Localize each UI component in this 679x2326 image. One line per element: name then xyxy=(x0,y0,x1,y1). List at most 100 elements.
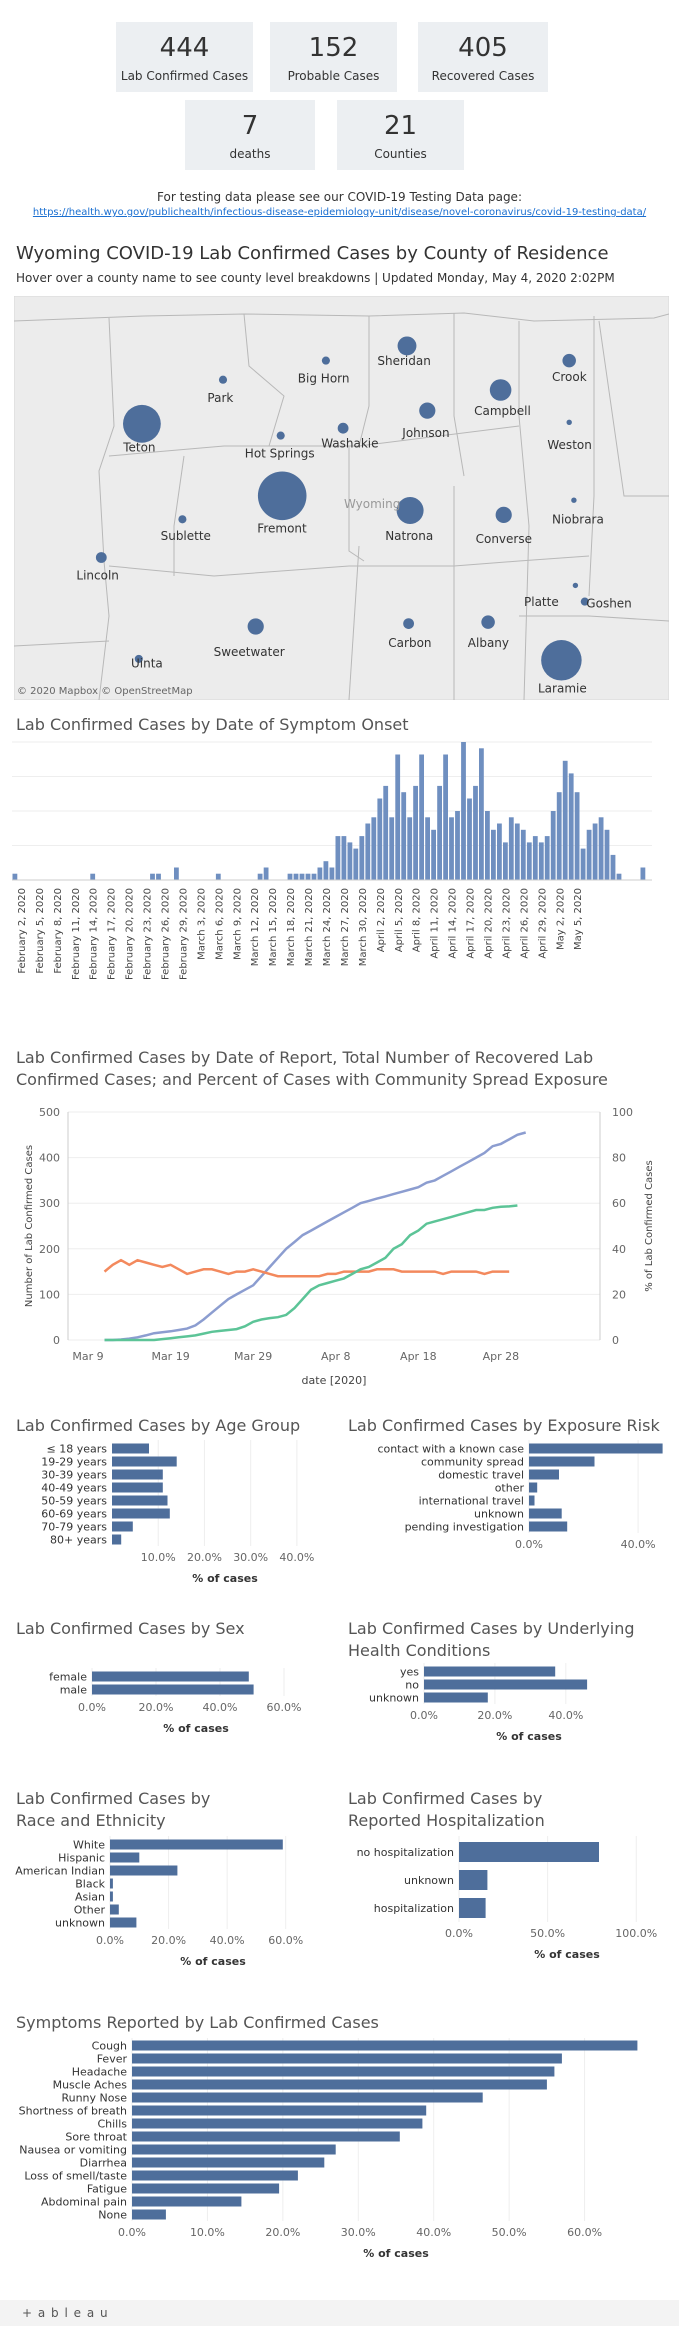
bar[interactable] xyxy=(132,2157,325,2168)
county-label-lincoln[interactable]: Lincoln xyxy=(76,569,119,583)
onset-bar[interactable] xyxy=(90,873,96,880)
race-chart[interactable]: 0.0% 20.0% 40.0% 60.0% WhiteHispanicAmerican… xyxy=(0,1835,340,2005)
county-marker-goshen[interactable] xyxy=(580,597,589,606)
onset-bar[interactable] xyxy=(341,836,347,880)
onset-bar[interactable] xyxy=(455,811,460,880)
bar[interactable] xyxy=(132,2196,242,2207)
county-marker-albany[interactable] xyxy=(481,615,495,629)
report-chart[interactable]: 0 0 100 20 200 40 300 60 400 80 500 100 Mar 9 Mar 19 M… xyxy=(0,1098,679,1398)
county-label-converse[interactable]: Converse xyxy=(476,532,532,546)
onset-bar[interactable] xyxy=(257,873,263,880)
bar[interactable] xyxy=(424,1679,588,1690)
bar[interactable] xyxy=(529,1443,663,1454)
onset-bar[interactable] xyxy=(491,829,496,880)
county-label-niobrara[interactable]: Niobrara xyxy=(552,513,604,527)
wyoming-map[interactable]: Park Big Horn Sheridan Crook Teton Hot Spring… xyxy=(14,296,669,700)
onset-bar[interactable] xyxy=(263,867,269,881)
bar[interactable] xyxy=(529,1469,559,1480)
county-label-albany[interactable]: Albany xyxy=(468,636,509,650)
county-marker-converse[interactable] xyxy=(495,506,512,523)
bar[interactable] xyxy=(112,1482,163,1493)
bar[interactable] xyxy=(112,1443,149,1454)
onset-bar[interactable] xyxy=(413,785,418,880)
county-marker-fremont[interactable] xyxy=(257,471,307,521)
onset-bar[interactable] xyxy=(526,842,532,880)
onset-bar[interactable] xyxy=(598,817,604,880)
county-marker-sweetwater[interactable] xyxy=(247,618,264,635)
symptoms-chart[interactable]: 0.0% 10.0% 20.0% 30.0% 40.0% 50.0% 60.0%CoughF… xyxy=(0,2038,679,2288)
county-label-uinta[interactable]: Uinta xyxy=(131,657,163,671)
bar[interactable] xyxy=(112,1521,133,1532)
onset-bar[interactable] xyxy=(497,823,502,881)
onset-bar[interactable] xyxy=(12,873,18,880)
bar[interactable] xyxy=(110,1865,178,1876)
county-label-goshen[interactable]: Goshen xyxy=(586,596,632,610)
onset-bar[interactable] xyxy=(305,873,311,880)
onset-bar[interactable] xyxy=(353,848,359,880)
county-marker-crook[interactable] xyxy=(562,353,576,368)
county-marker-johnson[interactable] xyxy=(419,402,436,419)
onset-bar[interactable] xyxy=(520,829,526,880)
onset-bar[interactable] xyxy=(443,754,448,881)
bar[interactable] xyxy=(92,1671,249,1682)
tableau-logo[interactable]: + a b l e a u xyxy=(22,2306,109,2320)
county-label-campbell[interactable]: Campbell xyxy=(474,404,531,418)
onset-bar[interactable] xyxy=(419,754,424,881)
bar[interactable] xyxy=(110,1917,137,1928)
bar[interactable] xyxy=(110,1878,113,1889)
onset-bar[interactable] xyxy=(150,873,155,880)
bar[interactable] xyxy=(112,1469,163,1480)
onset-bar[interactable] xyxy=(461,742,466,880)
exposure-chart[interactable]: 0.0% 40.0% contact with a known casecommun… xyxy=(339,1440,679,1600)
bar[interactable] xyxy=(132,2053,562,2064)
bar[interactable] xyxy=(110,1891,113,1902)
onset-bar[interactable] xyxy=(365,823,371,881)
county-label-fremont[interactable]: Fremont xyxy=(257,522,307,536)
report-series-line-1[interactable] xyxy=(103,1258,510,1278)
onset-bar[interactable] xyxy=(174,867,179,881)
onset-bar[interactable] xyxy=(610,854,616,880)
bar[interactable] xyxy=(112,1456,177,1467)
bar[interactable] xyxy=(132,2170,298,2181)
onset-bar[interactable] xyxy=(616,873,622,880)
county-marker-park[interactable] xyxy=(218,375,228,384)
onset-bar[interactable] xyxy=(503,842,508,880)
onset-bar[interactable] xyxy=(640,867,646,881)
county-label-laramie[interactable]: Laramie xyxy=(538,682,587,696)
onset-bar[interactable] xyxy=(580,848,586,880)
county-marker-hot-springs[interactable] xyxy=(276,431,285,440)
onset-bar[interactable] xyxy=(514,823,520,881)
bar[interactable] xyxy=(529,1495,535,1506)
onset-bar[interactable] xyxy=(156,873,161,880)
county-marker-washakie[interactable] xyxy=(337,422,349,434)
onset-bar[interactable] xyxy=(556,792,562,880)
county-label-hot-springs[interactable]: Hot Springs xyxy=(245,447,315,461)
onset-bar[interactable] xyxy=(293,873,299,880)
county-marker-teton[interactable] xyxy=(123,404,161,443)
onset-bar[interactable] xyxy=(371,817,377,880)
county-label-crook[interactable]: Crook xyxy=(552,370,587,384)
report-series-line-2[interactable] xyxy=(104,1204,518,1342)
county-marker-lincoln[interactable] xyxy=(95,552,107,563)
bar[interactable] xyxy=(529,1456,595,1467)
onset-bar[interactable] xyxy=(347,842,353,880)
bar[interactable] xyxy=(132,2209,166,2220)
county-marker-sheridan[interactable] xyxy=(397,336,417,356)
bar[interactable] xyxy=(132,2040,638,2051)
county-label-sweetwater[interactable]: Sweetwater xyxy=(214,645,285,659)
county-label-weston[interactable]: Weston xyxy=(547,438,591,452)
bar[interactable] xyxy=(132,2066,555,2077)
onset-bar[interactable] xyxy=(532,836,538,880)
county-marker-carbon[interactable] xyxy=(403,618,414,629)
onset-bar[interactable] xyxy=(383,785,389,880)
county-label-natrona[interactable]: Natrona xyxy=(385,529,433,543)
county-label-big-horn[interactable]: Big Horn xyxy=(298,372,350,386)
county-marker-platte[interactable] xyxy=(572,582,579,589)
bar[interactable] xyxy=(529,1482,538,1493)
bar[interactable] xyxy=(529,1521,568,1532)
onset-bar[interactable] xyxy=(359,836,365,880)
onset-bar[interactable] xyxy=(395,754,401,881)
county-marker-weston[interactable] xyxy=(566,419,572,425)
bar[interactable] xyxy=(110,1839,283,1850)
